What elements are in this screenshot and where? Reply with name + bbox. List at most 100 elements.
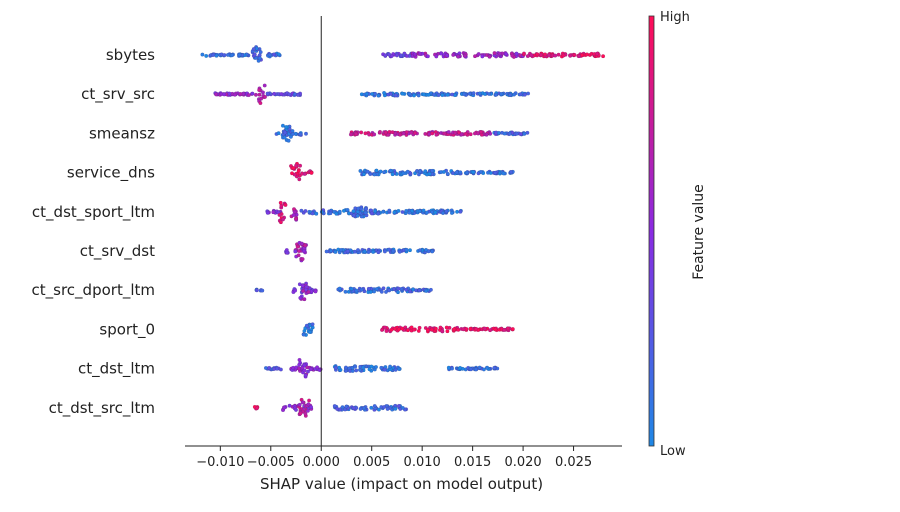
shap-point (251, 47, 256, 52)
shap-point (388, 364, 393, 369)
shap-point (353, 364, 358, 369)
shap-point (488, 170, 493, 175)
feature-label-sbytes: sbytes (106, 46, 155, 64)
feature-label-ct_srv_dst: ct_srv_dst (80, 242, 155, 261)
feature-points-ct_dst_ltm (263, 357, 500, 379)
shap-point (445, 171, 450, 176)
shap-point (382, 249, 387, 254)
shap-point (361, 406, 366, 411)
shap-point (425, 54, 430, 59)
shap-point (405, 169, 410, 174)
shap-point (277, 212, 282, 217)
shap-point (398, 132, 403, 137)
shap-point (462, 92, 467, 97)
shap-point (306, 369, 311, 374)
shap-point (430, 249, 435, 254)
shap-point (474, 326, 479, 331)
shap-point (499, 91, 504, 96)
shap-point (416, 93, 421, 98)
shap-point (482, 91, 487, 96)
shap-point (427, 171, 432, 176)
shap-point (222, 53, 227, 58)
shap-point (424, 247, 429, 252)
shap-point (367, 367, 372, 372)
shap-point (501, 171, 506, 176)
shap-point (384, 329, 389, 334)
shap-point (351, 213, 356, 218)
shap-point (382, 405, 387, 410)
shap-point (302, 171, 307, 176)
shap-point (300, 283, 305, 288)
shap-point (303, 243, 308, 248)
shap-point (222, 92, 227, 97)
shap-point (529, 53, 534, 58)
shap-point (393, 93, 398, 98)
shap-point (348, 132, 353, 137)
shap-point (476, 52, 481, 57)
shap-point (302, 363, 307, 368)
shap-point (253, 92, 258, 97)
shap-point (310, 211, 315, 216)
shap-point (404, 247, 409, 252)
shap-point (396, 403, 401, 408)
shap-point (480, 54, 485, 59)
shap-point (272, 91, 277, 96)
shap-point (468, 326, 473, 331)
shap-point (309, 405, 314, 410)
shap-point (333, 365, 338, 370)
shap-point (409, 325, 414, 330)
shap-point (446, 129, 451, 134)
shap-point (204, 53, 209, 58)
shap-point (358, 406, 363, 411)
shap-point (444, 53, 449, 58)
shap-point (271, 210, 276, 215)
shap-point (297, 362, 302, 367)
shap-point (280, 123, 285, 128)
shap-point (428, 287, 433, 292)
shap-point (365, 169, 370, 174)
shap-point (482, 326, 487, 331)
shap-point (259, 96, 264, 101)
shap-point (553, 53, 558, 58)
shap-point (568, 53, 573, 58)
shap-point (374, 168, 379, 173)
shap-point (302, 249, 307, 254)
shap-point (369, 211, 374, 216)
shap-point (299, 241, 304, 246)
shap-point (283, 130, 288, 135)
shap-point (451, 52, 456, 57)
shap-point (246, 93, 251, 98)
shap-point (285, 250, 290, 255)
shap-point (417, 51, 422, 56)
shap-point (493, 327, 498, 332)
shap-point (354, 132, 359, 137)
shap-point (436, 93, 441, 98)
shap-point (376, 407, 381, 412)
shap-point (303, 373, 308, 378)
shap-point (378, 129, 383, 134)
feature-label-ct_dst_sport_ltm: ct_dst_sport_ltm (32, 203, 155, 222)
shap-point (372, 404, 377, 409)
shap-point (425, 327, 430, 332)
shap-point (468, 367, 473, 372)
shap-point (294, 407, 299, 412)
shap-point (343, 289, 348, 294)
shap-point (265, 210, 270, 215)
x-tick-label: 0.005 (353, 455, 390, 470)
x-axis: −0.010 −0.005 0.000 0.005 0.010 0.015 0.020 0.0… (185, 445, 622, 470)
shap-point (481, 367, 486, 372)
shap-point (265, 91, 270, 96)
shap-point (514, 51, 519, 56)
shap-point (257, 56, 262, 61)
shap-point (440, 93, 445, 98)
shap-point (272, 367, 277, 372)
shap-point (601, 54, 606, 59)
shap-point (450, 92, 455, 97)
shap-point (283, 202, 288, 207)
shap-point (399, 53, 404, 58)
shap-point (430, 131, 435, 136)
shap-point (301, 332, 306, 337)
shap-point (510, 53, 515, 58)
shap-point (324, 249, 329, 254)
shap-point (407, 91, 412, 96)
